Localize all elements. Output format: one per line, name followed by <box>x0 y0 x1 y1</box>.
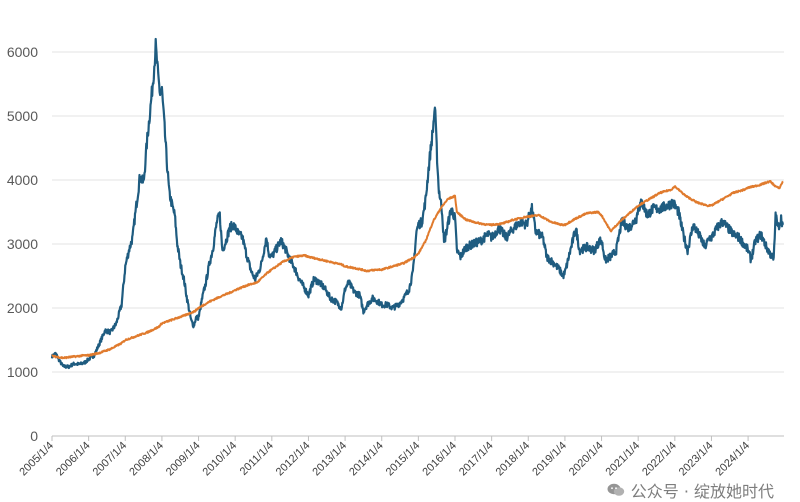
y-tick-label: 2000 <box>7 300 38 316</box>
x-tick-label: 2018/1/4 <box>494 440 533 479</box>
series-lines <box>50 37 784 370</box>
y-tick-label: 6000 <box>7 44 38 60</box>
x-tick-label: 2020/1/4 <box>567 440 606 479</box>
x-tick-label: 2006/1/4 <box>54 440 93 479</box>
x-tick-label: 2023/1/4 <box>677 440 716 479</box>
x-tick-label: 2010/1/4 <box>201 440 240 479</box>
x-tick-label: 2008/1/4 <box>127 440 166 479</box>
y-tick-label: 0 <box>30 428 38 444</box>
x-tick-label: 2015/1/4 <box>384 440 423 479</box>
x-tick-label: 2009/1/4 <box>164 440 203 479</box>
x-tick-label: 2012/1/4 <box>274 440 313 479</box>
x-tick-label: 2011/1/4 <box>238 440 276 478</box>
series-line-blue <box>50 37 784 370</box>
x-tick-label: 2022/1/4 <box>640 440 679 479</box>
y-tick-label: 4000 <box>7 172 38 188</box>
y-tick-label: 5000 <box>7 108 38 124</box>
y-axis: 0 1000 2000 3000 4000 5000 6000 <box>7 44 38 444</box>
x-tick-label: 2021/1/4 <box>604 440 643 479</box>
x-axis: 2005/1/42006/1/42007/1/42008/1/42009/1/4… <box>17 435 784 479</box>
x-tick-label: 2019/1/4 <box>530 440 569 479</box>
x-tick-label: 2005/1/4 <box>17 440 56 479</box>
x-tick-label: 2014/1/4 <box>347 440 386 479</box>
watermark: 公众号 · 绽放她时代 <box>607 478 774 502</box>
x-tick-label: 2007/1/4 <box>91 440 130 479</box>
x-tick-label: 2017/1/4 <box>457 440 496 479</box>
y-tick-label: 1000 <box>7 364 38 380</box>
gridlines <box>52 51 784 373</box>
wechat-icon <box>607 483 624 496</box>
y-tick-label: 3000 <box>7 236 38 252</box>
series-line-orange <box>51 180 784 360</box>
x-tick-label: 2024/1/4 <box>713 440 752 479</box>
x-tick-label: 2016/1/4 <box>420 440 459 479</box>
x-tick-label: 2013/1/4 <box>310 440 349 479</box>
watermark-text: 公众号 · 绽放她时代 <box>630 482 774 501</box>
